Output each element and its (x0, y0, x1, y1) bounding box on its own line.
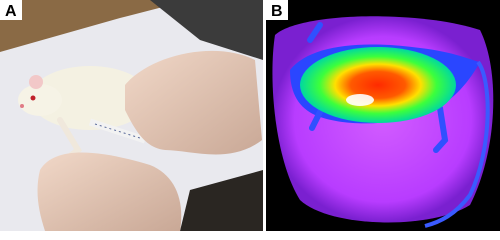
hot-spot (346, 94, 374, 106)
gloved-hand-right (125, 50, 262, 155)
heat-zone (300, 47, 456, 123)
gloved-hand-left (37, 152, 182, 231)
panel-a: A (0, 0, 263, 231)
panel-label: B (271, 3, 283, 20)
rat (18, 66, 150, 159)
dark-cloth (180, 170, 263, 231)
syringe (88, 118, 147, 144)
figure: A B (0, 0, 500, 231)
panel-label: A (5, 3, 17, 20)
divider (263, 0, 266, 231)
panel-b: B (266, 0, 500, 231)
label-box (0, 0, 22, 20)
wooden-table (0, 0, 190, 52)
label-box (266, 0, 288, 20)
dark-object (150, 0, 263, 60)
